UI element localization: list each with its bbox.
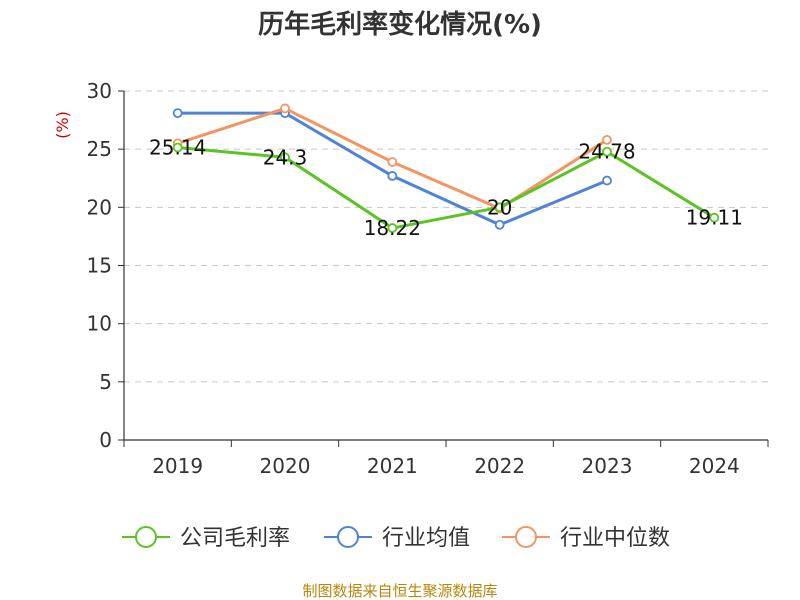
series-line	[177, 111, 608, 227]
grid-lines	[124, 90, 768, 383]
data-point	[280, 152, 290, 163]
y-tick-label: 5	[99, 370, 112, 394]
x-tick-label: 2024	[689, 454, 740, 478]
y-tick-label: 0	[99, 428, 112, 452]
legend-marker	[135, 526, 157, 548]
data-point	[387, 171, 398, 181]
y-tick-labels: 0 5 10 15 20 25 30	[87, 79, 112, 452]
data-point	[387, 223, 398, 233]
data-label: 24.78	[578, 140, 635, 164]
data-point	[280, 103, 290, 114]
legend-label: 公司毛利率	[180, 526, 290, 551]
data-label: 18.22	[364, 216, 421, 240]
y-axis-label: (%)	[53, 111, 72, 139]
data-point	[387, 157, 398, 167]
axes	[118, 90, 769, 447]
y-tick-label: 20	[87, 195, 112, 219]
data-point	[172, 142, 183, 153]
source-note: 制图数据来自恒生聚源数据库	[302, 582, 497, 600]
data-label: 24.3	[263, 145, 308, 169]
x-tick-label: 2019	[152, 454, 203, 478]
data-point	[602, 175, 612, 186]
x-tick-label: 2022	[474, 454, 525, 478]
y-tick-label: 10	[87, 312, 112, 336]
y-tick-label: 25	[87, 137, 112, 161]
data-point	[494, 202, 505, 213]
data-labels: 25.14 24.3 18.22 20 24.78 19.11	[149, 136, 743, 241]
data-label: 19.11	[686, 206, 743, 230]
x-tick-labels: 2019 2020 2021 2022 2023 2024	[152, 454, 740, 478]
data-point	[709, 212, 720, 223]
data-point	[602, 146, 612, 157]
data-label: 25.14	[149, 136, 206, 160]
series-line	[177, 146, 716, 230]
y-tick-label: 30	[87, 79, 112, 103]
legend-label: 行业均值	[382, 526, 470, 551]
data-point	[494, 219, 505, 230]
x-tick-label: 2023	[582, 454, 633, 478]
series-group	[172, 103, 720, 233]
data-label: 20	[487, 195, 512, 219]
data-point	[602, 134, 612, 145]
legend: 公司毛利率 行业均值 行业中位数	[122, 526, 670, 551]
data-point	[172, 108, 183, 119]
legend-marker	[337, 526, 359, 548]
x-tick-label: 2020	[260, 454, 311, 478]
x-tick-label: 2021	[367, 454, 418, 478]
legend-label: 行业中位数	[560, 526, 670, 551]
legend-marker	[515, 526, 537, 548]
chart-title: 历年毛利率变化情况(%)	[258, 9, 542, 40]
y-tick-label: 15	[87, 254, 112, 278]
